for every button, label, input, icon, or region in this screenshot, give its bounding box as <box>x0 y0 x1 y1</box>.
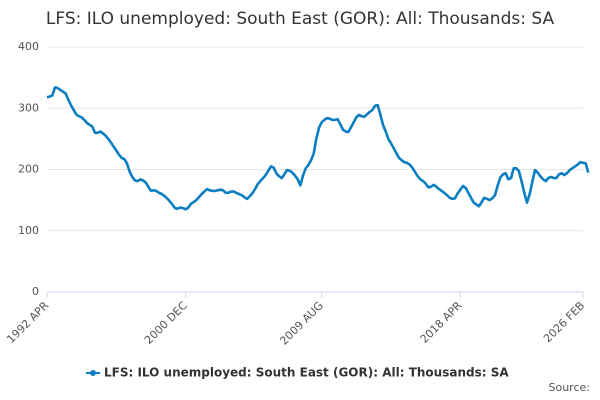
y-tick-label: 400 <box>18 40 39 53</box>
x-tick-label: 2009 AUG <box>277 299 326 348</box>
legend-label: LFS: ILO unemployed: South East (GOR): A… <box>104 366 509 380</box>
y-tick-label: 100 <box>18 224 39 237</box>
y-tick-label: 0 <box>32 285 39 298</box>
legend-marker <box>90 370 96 376</box>
x-tick-label: 2018 APR <box>418 299 465 346</box>
source-label: Source: <box>549 381 591 394</box>
x-tick-label: 1992 APR <box>4 299 51 346</box>
y-tick-label: 300 <box>18 101 39 114</box>
x-tick-label: 2026 FEB <box>541 299 587 345</box>
chart-title: LFS: ILO unemployed: South East (GOR): A… <box>46 9 555 29</box>
y-tick-label: 200 <box>18 163 39 176</box>
x-tick-label: 2000 DEC <box>142 299 190 347</box>
data-line <box>46 86 590 211</box>
